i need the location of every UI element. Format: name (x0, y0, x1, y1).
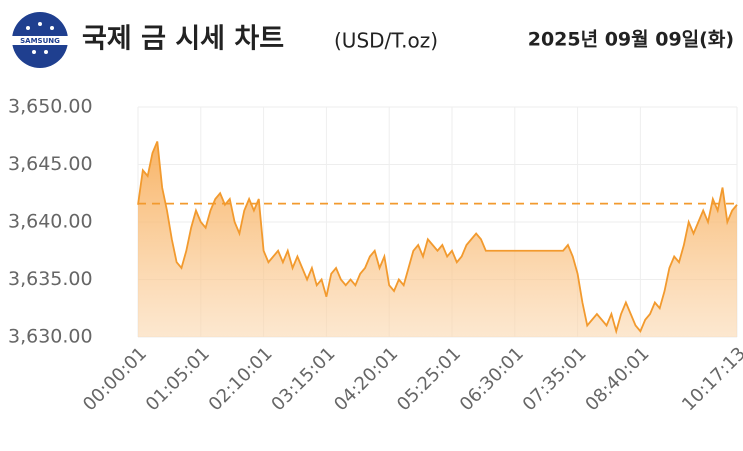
date: 2025년 09월 09일(화) (528, 29, 734, 51)
x-tick-label: 07:35:01 (519, 343, 591, 415)
area-fill (138, 141, 737, 337)
x-tick-label: 06:30:01 (456, 343, 528, 415)
x-tick-label: 08:40:01 (581, 343, 653, 415)
x-tick-label: 01:05:01 (142, 343, 214, 415)
title: 국제 금 시세 차트 (82, 24, 284, 55)
x-tick-label: 03:15:01 (267, 343, 339, 415)
logo-text: SAMSUNG (20, 37, 60, 45)
x-tick-label: 05:25:01 (393, 343, 465, 415)
x-tick-label: 02:10:01 (205, 343, 277, 415)
y-tick-label: 3,650.00 (8, 96, 93, 118)
y-tick-label: 3,635.00 (8, 268, 93, 290)
y-tick-label: 3,630.00 (8, 326, 93, 348)
y-tick-label: 3,640.00 (8, 211, 93, 233)
logo: SAMSUNG (12, 12, 68, 68)
price-line (137, 141, 738, 335)
x-tick-label: 10:17:13 (678, 343, 743, 415)
y-tick-label: 3,645.00 (8, 153, 93, 175)
unit: (USD/T.oz) (334, 29, 438, 53)
x-tick-label: 04:20:01 (330, 343, 402, 415)
x-tick-label: 00:00:01 (79, 343, 151, 415)
